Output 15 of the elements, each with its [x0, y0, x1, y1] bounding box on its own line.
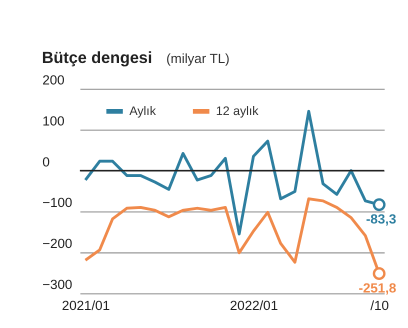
chart-subtitle: (milyar TL) — [166, 51, 230, 66]
chart-title: Bütçe dengesi — [42, 49, 152, 68]
legend-label: Aylık — [129, 104, 157, 118]
y-tick-label: −300 — [42, 277, 72, 292]
y-tick-label: −200 — [42, 236, 72, 252]
x-tick-label: /10 — [370, 298, 389, 313]
x-tick-label: 2021/01 — [62, 298, 110, 313]
y-tick-label: 200 — [42, 72, 65, 88]
data-label: -83,3 — [366, 212, 396, 227]
y-tick-label: 0 — [42, 154, 50, 170]
legend-label: 12 aylık — [216, 104, 260, 118]
y-tick-label: −100 — [42, 195, 72, 210]
data-label: -251,8 — [358, 280, 396, 296]
x-tick-label: 2022/01 — [230, 298, 278, 313]
y-tick-label: 100 — [42, 113, 65, 128]
